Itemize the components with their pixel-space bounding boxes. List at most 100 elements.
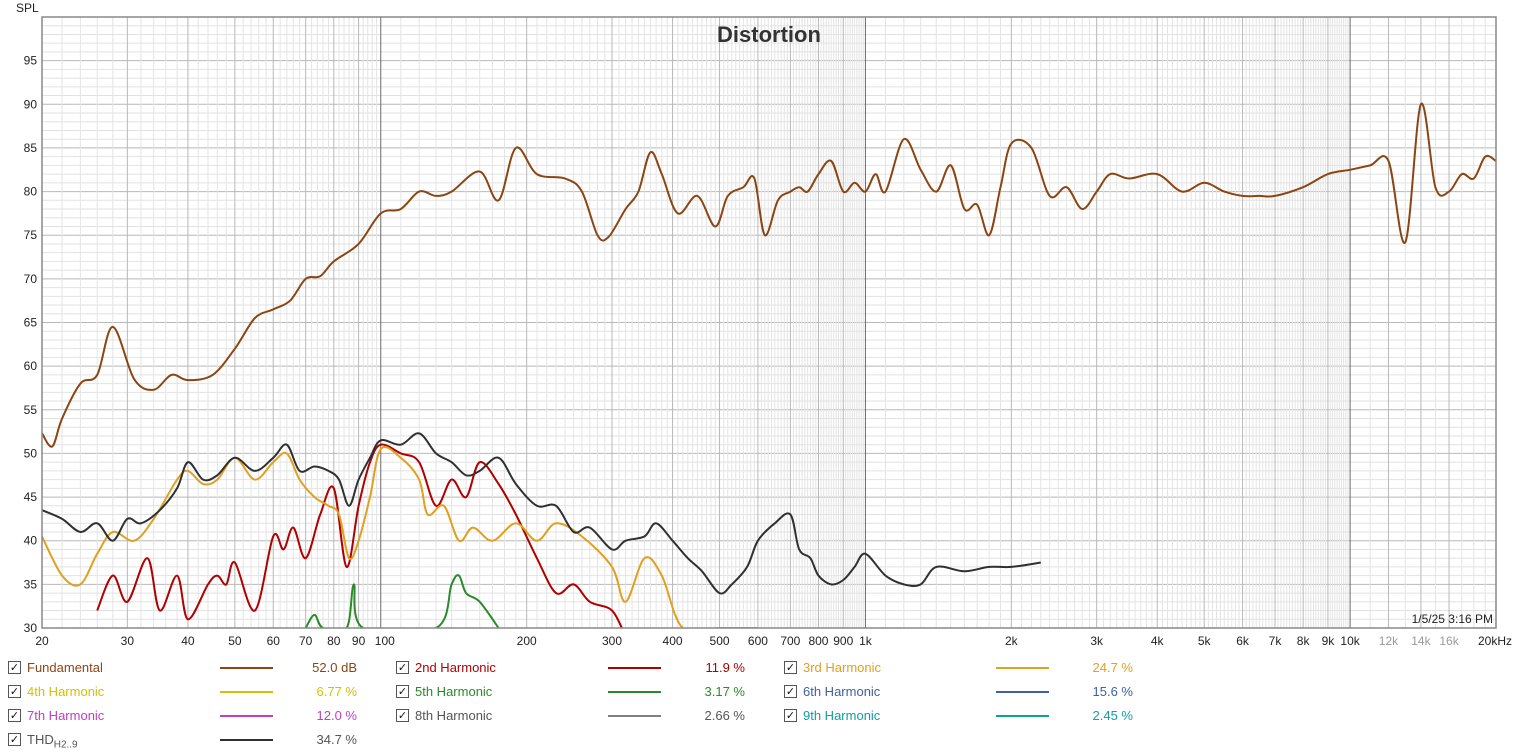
- x-tick-label: 60: [267, 634, 281, 648]
- legend-swatch: [608, 715, 661, 717]
- legend-swatch: [996, 667, 1049, 669]
- y-tick-label: 65: [24, 316, 38, 330]
- y-tick-label: 45: [24, 490, 38, 504]
- y-tick-label: 50: [24, 446, 38, 460]
- legend-name: 9th Harmonic: [803, 708, 881, 723]
- x-tick-label: 2k: [1005, 634, 1019, 648]
- x-tick-label: 500: [710, 634, 730, 648]
- timestamp: 1/5/25 3:16 PM: [1412, 612, 1493, 626]
- x-tick-label: 50: [228, 634, 242, 648]
- x-tick-label: 16k: [1439, 634, 1459, 648]
- x-tick-label: 400: [663, 634, 683, 648]
- legend-checkbox-fundamental[interactable]: ✓: [8, 661, 21, 674]
- legend-item-thd: ✓ THDH2..9 34.7 %: [0, 728, 385, 752]
- legend-name: 6th Harmonic: [803, 684, 881, 699]
- y-tick-label: 85: [24, 141, 38, 155]
- y-tick-label: 90: [24, 97, 38, 111]
- legend-name: 7th Harmonic: [27, 708, 105, 723]
- plot-border: [41, 16, 1497, 629]
- legend-swatch: [220, 739, 273, 741]
- legend-value: 15.6 %: [1092, 684, 1133, 699]
- x-tick-label: 90: [352, 634, 366, 648]
- legend-item-8th-harmonic: ✓ 8th Harmonic 2.66 %: [388, 704, 773, 728]
- legend-value: 34.7 %: [316, 732, 357, 747]
- legend-value: 12.0 %: [316, 708, 357, 723]
- legend-checkbox-2nd-harmonic[interactable]: ✓: [396, 661, 409, 674]
- x-tick-label: 14k: [1411, 634, 1431, 648]
- legend-item-4th-harmonic: ✓ 4th Harmonic 6.77 %: [0, 680, 385, 704]
- x-tick-label: 700: [780, 634, 800, 648]
- series-line-2nd-harmonic: [96, 443, 623, 628]
- x-tick-label: 600: [748, 634, 768, 648]
- x-tick-label: 6k: [1236, 634, 1250, 648]
- x-tick-label: 800: [808, 634, 828, 648]
- x-tick-label: 12k: [1379, 634, 1399, 648]
- legend-swatch: [608, 667, 661, 669]
- legend-name: 5th Harmonic: [415, 684, 493, 699]
- x-tick-label: 5k: [1198, 634, 1212, 648]
- x-tick-label: 9k: [1322, 634, 1336, 648]
- x-tick-label: 4k: [1151, 634, 1165, 648]
- y-tick-label: 60: [24, 359, 38, 373]
- x-tick-label: 8k: [1297, 634, 1311, 648]
- legend-value: 11.9 %: [705, 660, 745, 675]
- legend-name: 2nd Harmonic: [415, 660, 496, 675]
- x-tick-label: 30: [121, 634, 135, 648]
- legend: ✓ Fundamental 52.0 dB ✓ 2nd Harmonic 11.9 % ✓ 3…: [0, 654, 1518, 753]
- y-tick-label: 35: [24, 577, 38, 591]
- legend-checkbox-4th-harmonic[interactable]: ✓: [8, 685, 21, 698]
- x-tick-label: 3k: [1090, 634, 1104, 648]
- legend-checkbox-6th-harmonic[interactable]: ✓: [784, 685, 797, 698]
- legend-name: 8th Harmonic: [415, 708, 493, 723]
- legend-item-9th-harmonic: ✓ 9th Harmonic 2.45 %: [776, 704, 1161, 728]
- x-tick-label: 900: [833, 634, 853, 648]
- chart-title: Distortion: [717, 22, 821, 47]
- y-tick-label: 55: [24, 403, 38, 417]
- x-tick-label: 7k: [1269, 634, 1283, 648]
- x-tick-label: 40: [181, 634, 195, 648]
- legend-value: 24.7 %: [1092, 660, 1133, 675]
- legend-value: 2.45 %: [1092, 708, 1133, 723]
- y-tick-label: 80: [24, 185, 38, 199]
- y-axis-label: SPL: [16, 1, 39, 15]
- series-line-thd: [42, 432, 1041, 595]
- legend-item-3rd-harmonic: ✓ 3rd Harmonic 24.7 %: [776, 656, 1161, 680]
- legend-name: THDH2..9: [27, 732, 78, 751]
- legend-swatch: [996, 715, 1049, 717]
- legend-checkbox-9th-harmonic[interactable]: ✓: [784, 709, 797, 722]
- legend-checkbox-8th-harmonic[interactable]: ✓: [396, 709, 409, 722]
- series-line-fundamental: [42, 102, 1496, 448]
- legend-name: Fundamental: [27, 660, 103, 675]
- x-tick-label: 300: [602, 634, 622, 648]
- legend-checkbox-3rd-harmonic[interactable]: ✓: [784, 661, 797, 674]
- series-line-3rd-harmonic: [42, 445, 758, 628]
- legend-item-5th-harmonic: ✓ 5th Harmonic 3.17 %: [388, 680, 773, 704]
- x-tick-label: 100: [375, 634, 395, 648]
- legend-value: 6.77 %: [316, 684, 357, 699]
- x-tick-label: 80: [327, 634, 341, 648]
- x-tick-label: 10k: [1340, 634, 1360, 648]
- legend-name: 3rd Harmonic: [803, 660, 882, 675]
- y-tick-label: 95: [24, 54, 38, 68]
- legend-value: 3.17 %: [704, 684, 745, 699]
- legend-item-2nd-harmonic: ✓ 2nd Harmonic 11.9 %: [388, 656, 773, 680]
- x-tick-label: 20kHz: [1478, 634, 1512, 648]
- y-tick-labels: 30 35 40 45 50 55 60 65 70 75 80 85 90 95: [24, 54, 38, 635]
- legend-swatch: [608, 691, 661, 693]
- y-tick-label: 40: [24, 534, 38, 548]
- legend-swatch: [996, 691, 1049, 693]
- legend-checkbox-7th-harmonic[interactable]: ✓: [8, 709, 21, 722]
- x-tick-label: 20: [35, 634, 49, 648]
- series-group: [42, 102, 1496, 628]
- legend-checkbox-thd[interactable]: ✓: [8, 733, 21, 746]
- legend-name: 4th Harmonic: [27, 684, 105, 699]
- legend-checkbox-5th-harmonic[interactable]: ✓: [396, 685, 409, 698]
- legend-swatch: [220, 691, 273, 693]
- series-layer: [42, 102, 1496, 628]
- legend-item-7th-harmonic: ✓ 7th Harmonic 12.0 %: [0, 704, 385, 728]
- legend-swatch: [220, 667, 273, 669]
- y-tick-label: 70: [24, 272, 38, 286]
- y-tick-label: 75: [24, 228, 38, 242]
- x-tick-labels: 20 30 40 50 60 70 80 90 100 200 300 400 500 600 700 800…: [35, 634, 1512, 648]
